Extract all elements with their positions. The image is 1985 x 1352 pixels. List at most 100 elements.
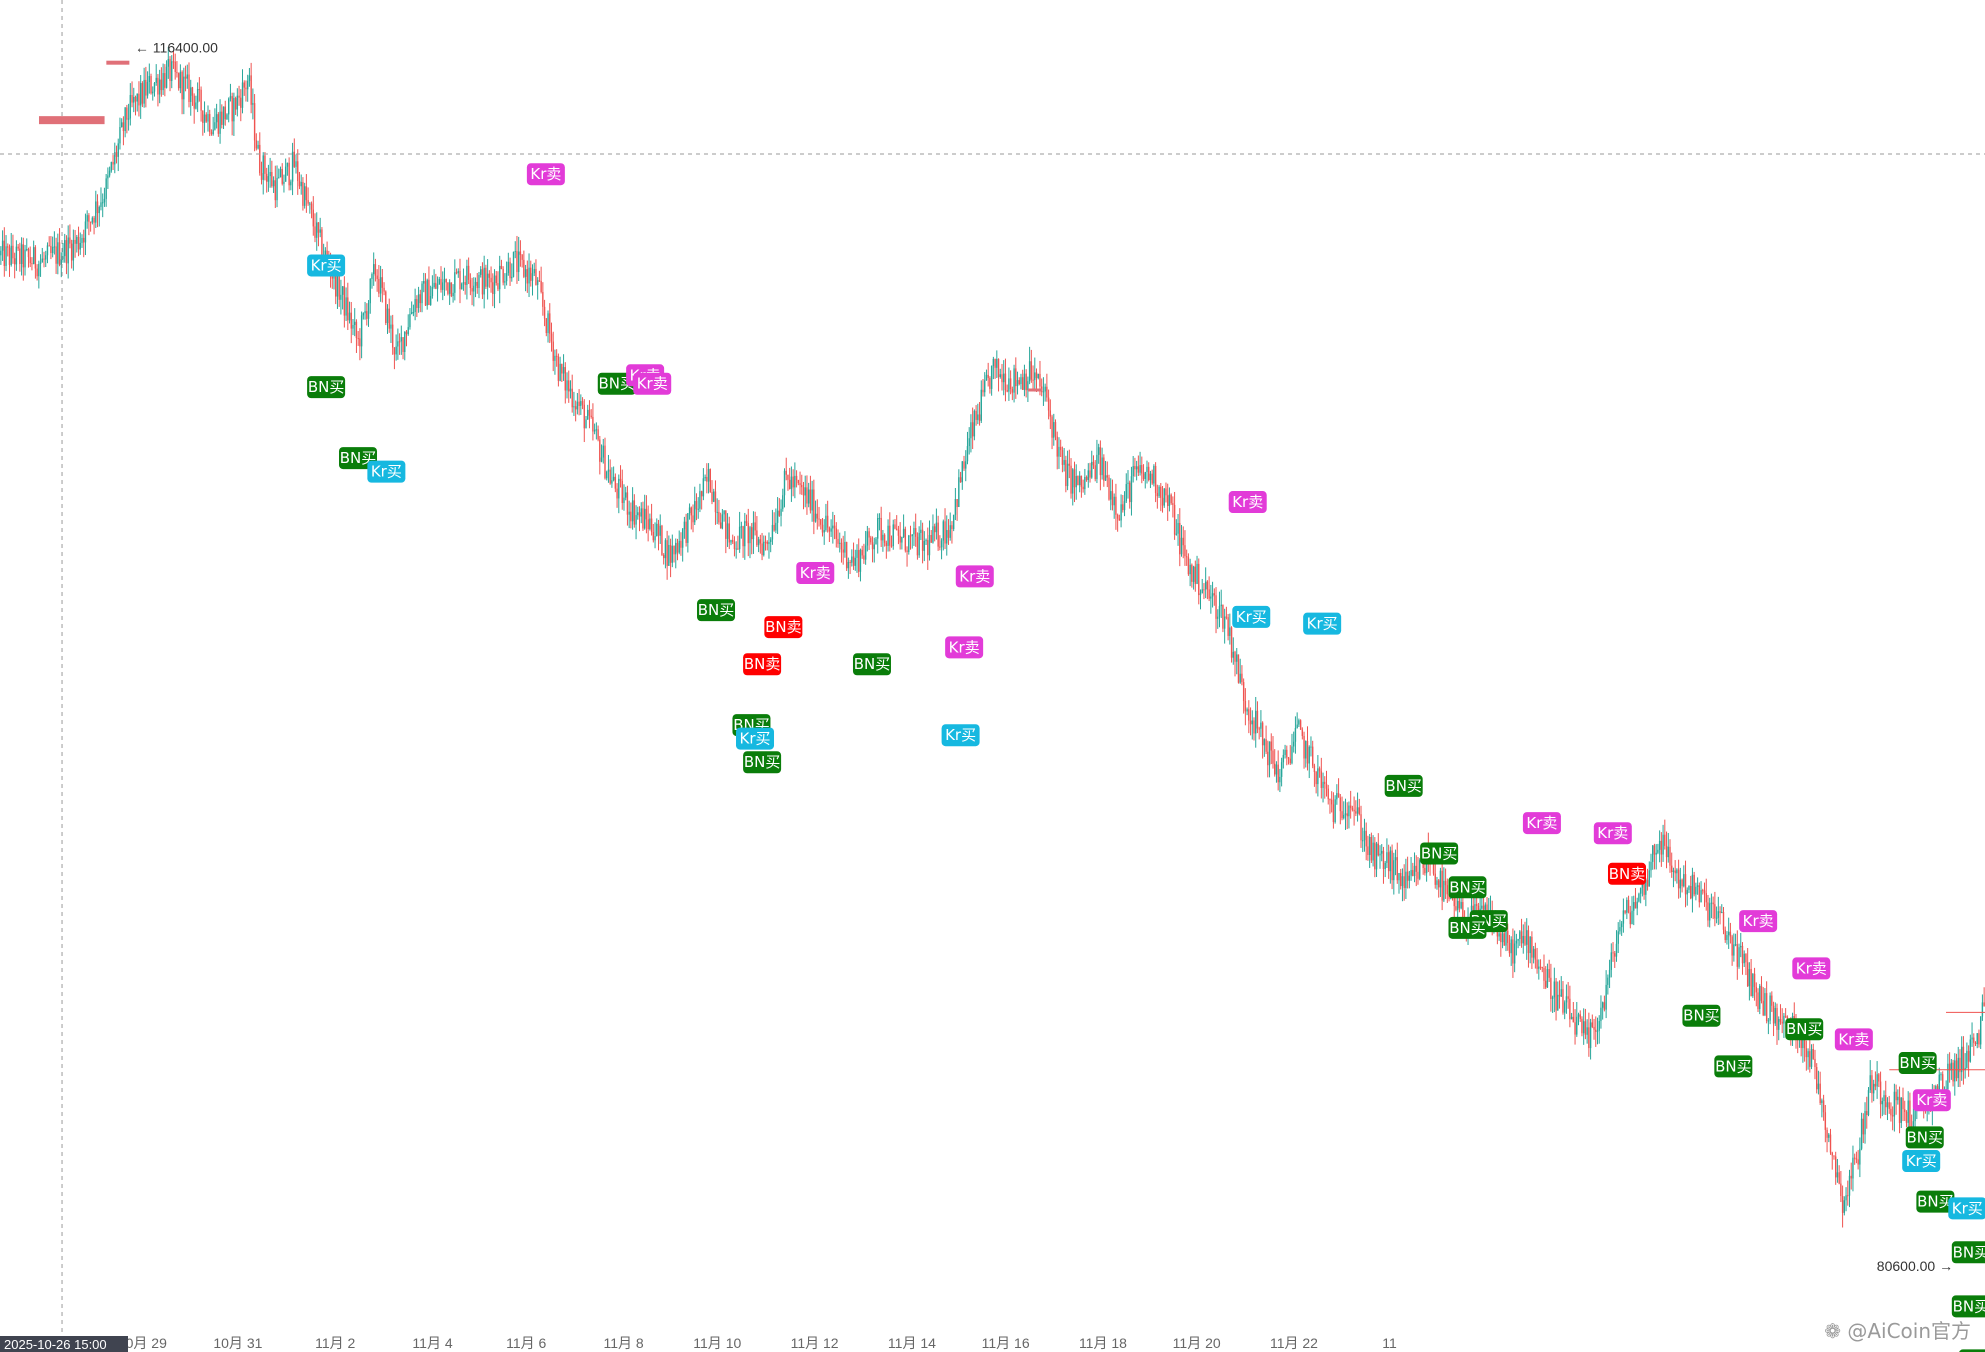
candle-body [1268, 741, 1271, 766]
candle-body [1078, 475, 1081, 486]
candle-body [1655, 852, 1657, 855]
candle-body [1774, 1008, 1776, 1024]
candle-body [1809, 1051, 1811, 1067]
candle-body [1536, 959, 1538, 969]
candle-body [1279, 776, 1281, 783]
candle-body [1274, 763, 1276, 775]
signal-tag-kr-buy: Kr买 [307, 254, 346, 277]
candle-body [595, 429, 598, 431]
candle-body [937, 522, 939, 547]
candle-body [1317, 768, 1319, 785]
candle-body [1241, 673, 1243, 683]
candle-body [1634, 902, 1637, 909]
candle-body [1208, 589, 1210, 599]
candle-body [1505, 930, 1507, 946]
candle-body [1677, 869, 1680, 889]
candle-body [274, 180, 277, 201]
candle-body [507, 261, 510, 273]
candle-body [84, 221, 87, 243]
candle-body [1784, 1015, 1787, 1017]
signal-tag-label: BN买 [1953, 1243, 1985, 1261]
candle-body [1891, 1115, 1894, 1117]
candle-body [714, 491, 717, 513]
candle-body [590, 415, 592, 417]
candle-body [826, 515, 829, 528]
candle-body [1311, 746, 1314, 766]
candle-body [1, 240, 4, 251]
candle-body [980, 389, 982, 421]
candle-body [804, 487, 806, 496]
candle-body [1914, 1104, 1916, 1122]
candle-body [443, 279, 446, 283]
signal-tag-label: BN买 [1385, 777, 1422, 795]
time-tick-label: 11月 22 [1270, 1335, 1318, 1351]
candle-body [152, 91, 154, 94]
candle-body [1170, 494, 1172, 504]
candle-body [851, 556, 853, 563]
candle-body [1110, 491, 1112, 500]
signal-tag-label: Kr卖 [1743, 912, 1774, 930]
candle-body [559, 363, 561, 381]
candle-body [1707, 902, 1709, 921]
candle-body [1203, 589, 1205, 591]
signal-tag-kr-sell: Kr卖 [1593, 822, 1632, 845]
candle-body [1003, 373, 1005, 383]
candle-body [55, 246, 57, 264]
candle-body [654, 536, 656, 541]
candle-body [36, 268, 38, 277]
candle-body [1714, 904, 1716, 919]
candle-body [1191, 564, 1193, 582]
candle-body [749, 527, 751, 544]
candle-body [802, 487, 805, 496]
candle-body [1237, 654, 1240, 683]
signal-tag-bn-buy: BN买 [1714, 1055, 1753, 1078]
candle-body [1424, 867, 1426, 874]
candle-body [1710, 902, 1713, 904]
candle-body [616, 488, 618, 499]
candle-body [738, 526, 741, 550]
candle-body [643, 508, 646, 529]
candle-body [633, 500, 636, 525]
candle-body [455, 272, 458, 274]
signal-tag-bg [1951, 1241, 1985, 1264]
candle-body [26, 249, 28, 251]
candle-body [1900, 1097, 1902, 1123]
candle-body [1184, 545, 1186, 557]
candle-body [1715, 917, 1718, 919]
candle-body [1330, 799, 1333, 805]
candle-body [1120, 504, 1122, 521]
candle-body [122, 122, 125, 131]
candle-body [640, 508, 642, 517]
candle-body [1662, 834, 1664, 855]
candle-body [1816, 1067, 1818, 1090]
candle-body [794, 475, 796, 488]
candle-body [1229, 627, 1231, 636]
candle-body [880, 517, 882, 541]
candle-body [1303, 735, 1305, 759]
candle-body [1700, 890, 1702, 903]
candle-body [1515, 940, 1518, 944]
candle-body [970, 422, 972, 439]
candle-body [858, 550, 860, 572]
candle-body [1096, 454, 1098, 479]
signal-tag-bn-sell: BN卖 [743, 653, 782, 676]
signal-tag-label: BN卖 [765, 618, 802, 636]
candle-body [1869, 1075, 1871, 1091]
candle-body [987, 374, 989, 378]
candle-body [1631, 910, 1633, 925]
candle-body [833, 525, 836, 529]
candle-body [1408, 875, 1411, 881]
candle-body [1638, 893, 1640, 902]
candle-body [196, 89, 199, 103]
candle-body [1146, 466, 1148, 473]
candle-body [1386, 852, 1388, 863]
candle-body [1132, 466, 1134, 477]
candle-body [668, 544, 670, 566]
candle-body [847, 561, 850, 569]
signal-tag-label: Kr卖 [637, 375, 668, 393]
signal-tag-label: BN买 [1449, 878, 1486, 896]
signal-tag-label: Kr卖 [949, 638, 980, 656]
candle-body [521, 254, 523, 260]
candle-body [1204, 581, 1207, 590]
